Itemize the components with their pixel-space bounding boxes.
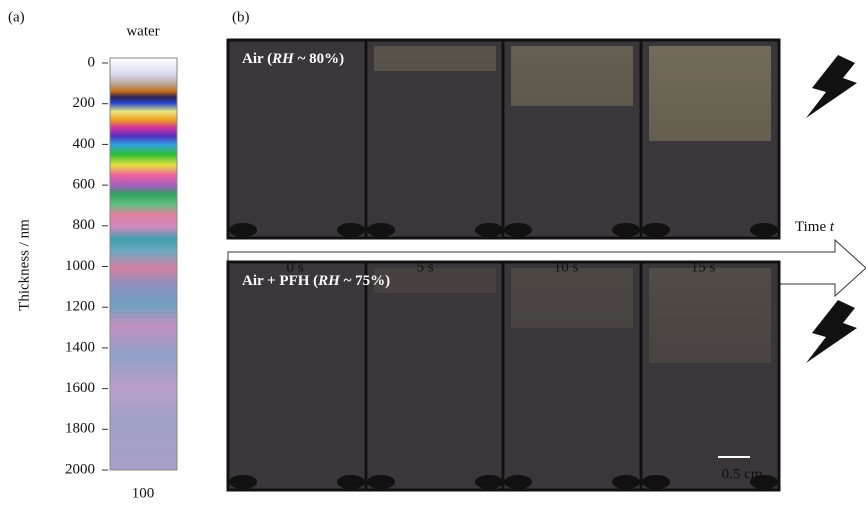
interference-fringes [649,46,771,141]
time-axis-label: Time t [795,219,835,235]
video-frame [366,262,504,490]
axis-label: Thickness / nm [16,219,32,311]
frame-shadow [367,223,395,237]
video-frame [228,40,366,238]
colorbar-bottom-label: 100 [132,485,155,501]
frame-shadow [475,475,503,489]
lightning-icon [806,55,857,118]
figure: (a)waterThickness / nm100020040060080010… [0,0,866,505]
y-tick-label: 0 [88,54,96,70]
y-tick-label: 600 [73,177,96,193]
frame-shadow [229,223,257,237]
frame-shadow [642,223,670,237]
y-tick-label: 200 [73,95,96,111]
time-axis-text: Time [795,219,830,235]
panel-label: (b) [232,9,250,25]
interference-fringes [374,268,496,293]
scale-bar-label: 0.5 cm [722,466,763,482]
y-tick-label: 800 [73,217,96,233]
frame-shadow [750,223,778,237]
frame-shadow [504,475,532,489]
interference-fringes [511,46,633,106]
row-label-part: Air + PFH ( [242,273,318,289]
row-label-part: ~ 75%) [340,273,390,289]
interference-fringes [511,268,633,328]
time-label: 5 s [416,259,433,275]
colorbar-title: water [126,23,159,39]
y-tick-label: 1800 [65,421,95,437]
y-tick-label: 1600 [65,380,95,396]
frame-shadow [612,223,640,237]
y-tick-label: 400 [73,136,96,152]
lightning-icon [806,300,857,363]
panel-label: (a) [8,9,25,25]
interference-fringes [374,46,496,71]
frame-shadow [612,475,640,489]
frame-shadow [642,475,670,489]
y-tick-label: 1200 [65,299,95,315]
row-label-part: Air ( [242,51,272,67]
row-label-part: RH [317,273,341,289]
frame-shadow [367,475,395,489]
frame-shadow [337,223,365,237]
frame-shadow [229,475,257,489]
frame-shadow [504,223,532,237]
thickness-colorbar [110,58,177,470]
interference-fringes [649,268,771,363]
frame-shadow [475,223,503,237]
y-tick-label: 1400 [65,339,95,355]
video-frame [228,262,366,490]
frame-shadow [337,475,365,489]
time-axis-symbol: t [830,219,835,235]
row-label-part: ~ 80%) [294,51,344,67]
time-label: 10 s [554,259,579,275]
y-tick-label: 2000 [65,461,95,477]
row-label: Air + PFH (RH ~ 75%) [242,273,390,289]
y-tick-label: 1000 [65,258,95,274]
time-label: 0 s [286,259,303,275]
row-label: Air (RH ~ 80%) [242,51,344,67]
time-label: 15 s [691,259,716,275]
row-label-part: RH [271,51,295,67]
